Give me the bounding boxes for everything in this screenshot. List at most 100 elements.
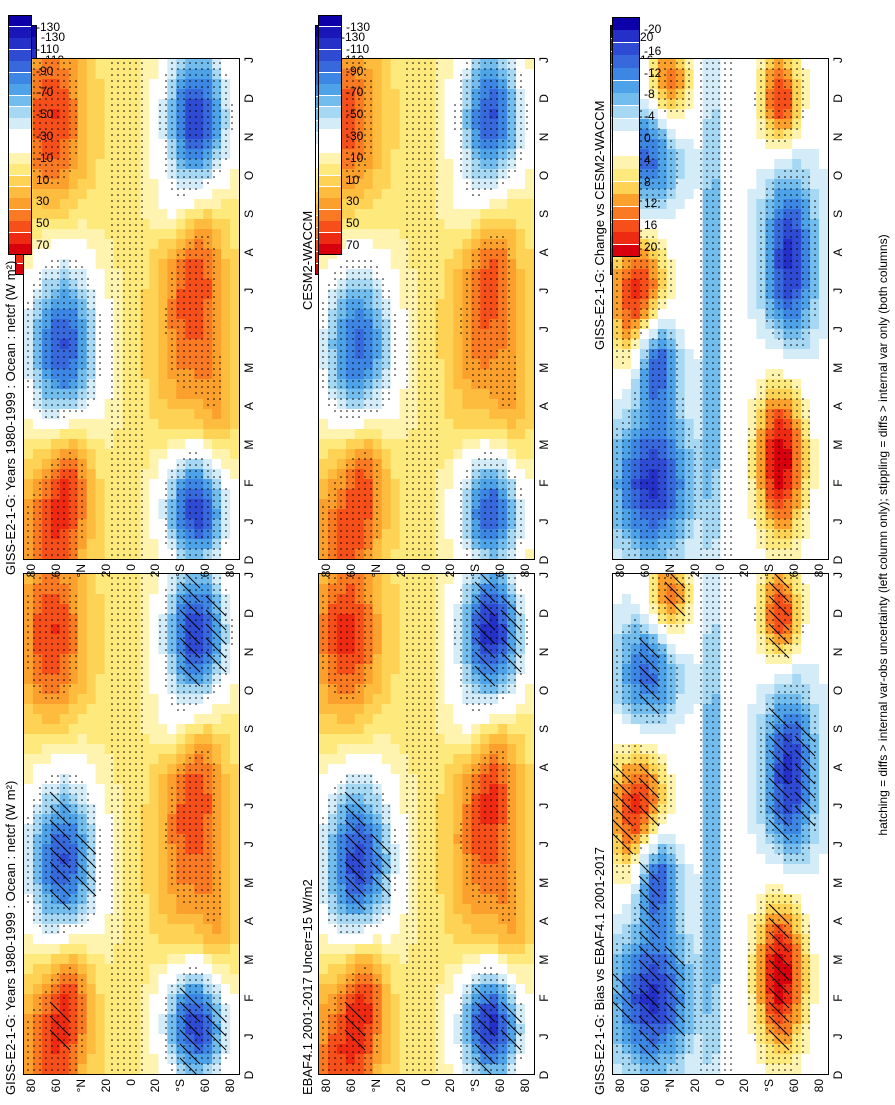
heatmap-cell [158,683,168,694]
heatmap-cell [149,108,159,119]
stipple-dot [111,883,113,885]
stipple-dot [63,637,65,639]
heatmap-cell [104,158,115,169]
stipple-dot [123,1003,125,1005]
stipple-dot [201,979,203,981]
stipple-dot [213,835,215,837]
heatmap-cell [113,378,124,389]
stipple-dot [57,613,59,615]
heatmap-cell [221,753,231,764]
stipple-dot [57,853,59,855]
heatmap-cell [194,1003,204,1014]
stipple-dot [39,518,41,520]
stipple-dot [51,1009,53,1011]
heatmap-cell [149,538,159,549]
stipple-dot [117,781,119,783]
stipple-dot [201,859,203,861]
heatmap-cell [86,488,97,499]
stipple-dot [183,679,185,681]
stipple-dot [213,613,215,615]
heatmap-cell [104,418,115,429]
stipple-dot [69,907,71,909]
stipple-dot [129,434,131,436]
stipple-dot [51,506,53,508]
stipple-dot [39,380,41,382]
heatmap-cell [149,683,159,694]
stipple-dot [129,1063,131,1065]
stipple-dot [177,1015,179,1017]
stipple-dot [183,368,185,370]
heatmap-cell [41,583,52,594]
stipple-dot [123,721,125,723]
stipple-dot [207,356,209,358]
stipple-dot [123,422,125,424]
heatmap-cell [104,348,115,359]
stipple-dot [129,482,131,484]
stipple-dot [141,386,143,388]
stipple-dot [33,506,35,508]
heatmap-cell [230,408,239,419]
heatmap-cell [158,673,168,684]
heatmap-cell [185,308,195,319]
stipple-dot [177,1009,179,1011]
stipple-dot [141,577,143,579]
heatmap-cell [68,428,79,439]
stipple-dot [63,991,65,993]
heatmap-cell [50,873,61,884]
heatmap-cell [203,98,213,109]
stipple-dot [177,1057,179,1059]
stipple-dot [27,847,29,849]
heatmap-cell [176,128,186,139]
stipple-dot [57,607,59,609]
heatmap-cell [68,368,79,379]
stipple-dot [171,548,173,550]
heatmap-cell [185,158,195,169]
stipple-dot [141,979,143,981]
heatmap-cell [77,478,88,489]
stipple-dot [213,494,215,496]
stipple-dot [123,679,125,681]
stipple-dot [69,1027,71,1029]
heatmap-cell [68,633,79,644]
stipple-dot [57,871,59,873]
heatmap-cell [95,548,106,559]
heatmap-cell [59,913,70,924]
heatmap-cell [194,338,204,349]
stipple-dot [141,1051,143,1053]
heatmap-cell [77,158,88,169]
heatmap-cell [230,943,239,954]
stipple-dot [195,601,197,603]
heatmap-cell [122,613,133,624]
stipple-dot [129,745,131,747]
heatmap-cell [230,813,239,824]
stipple-dot [45,416,47,418]
stipple-dot [63,841,65,843]
stipple-dot [27,1069,29,1071]
stipple-dot [195,488,197,490]
heatmap-cell [104,803,115,814]
stipple-dot [207,769,209,771]
stipple-dot [213,1057,215,1059]
heatmap-cell [194,663,204,674]
heatmap-cell [221,783,231,794]
heatmap-cell [86,943,97,954]
heatmap-cell [95,468,106,479]
stipple-dot [57,368,59,370]
hatch-line [205,1001,227,1023]
stipple-dot [93,805,95,807]
stipple-dot [129,973,131,975]
heatmap-cell [221,673,231,684]
stipple-dot [51,619,53,621]
stipple-dot [129,649,131,651]
stipple-dot [171,859,173,861]
stipple-dot [201,548,203,550]
heatmap-cell [131,528,142,539]
heatmap-cell [113,703,124,714]
heatmap-cell [77,763,88,774]
stipple-dot [207,781,209,783]
stipple-dot [51,985,53,987]
heatmap-cell [77,1043,88,1054]
heatmap-cell [68,278,79,289]
heatmap-cell [221,278,231,289]
heatmap-cell [194,783,204,794]
